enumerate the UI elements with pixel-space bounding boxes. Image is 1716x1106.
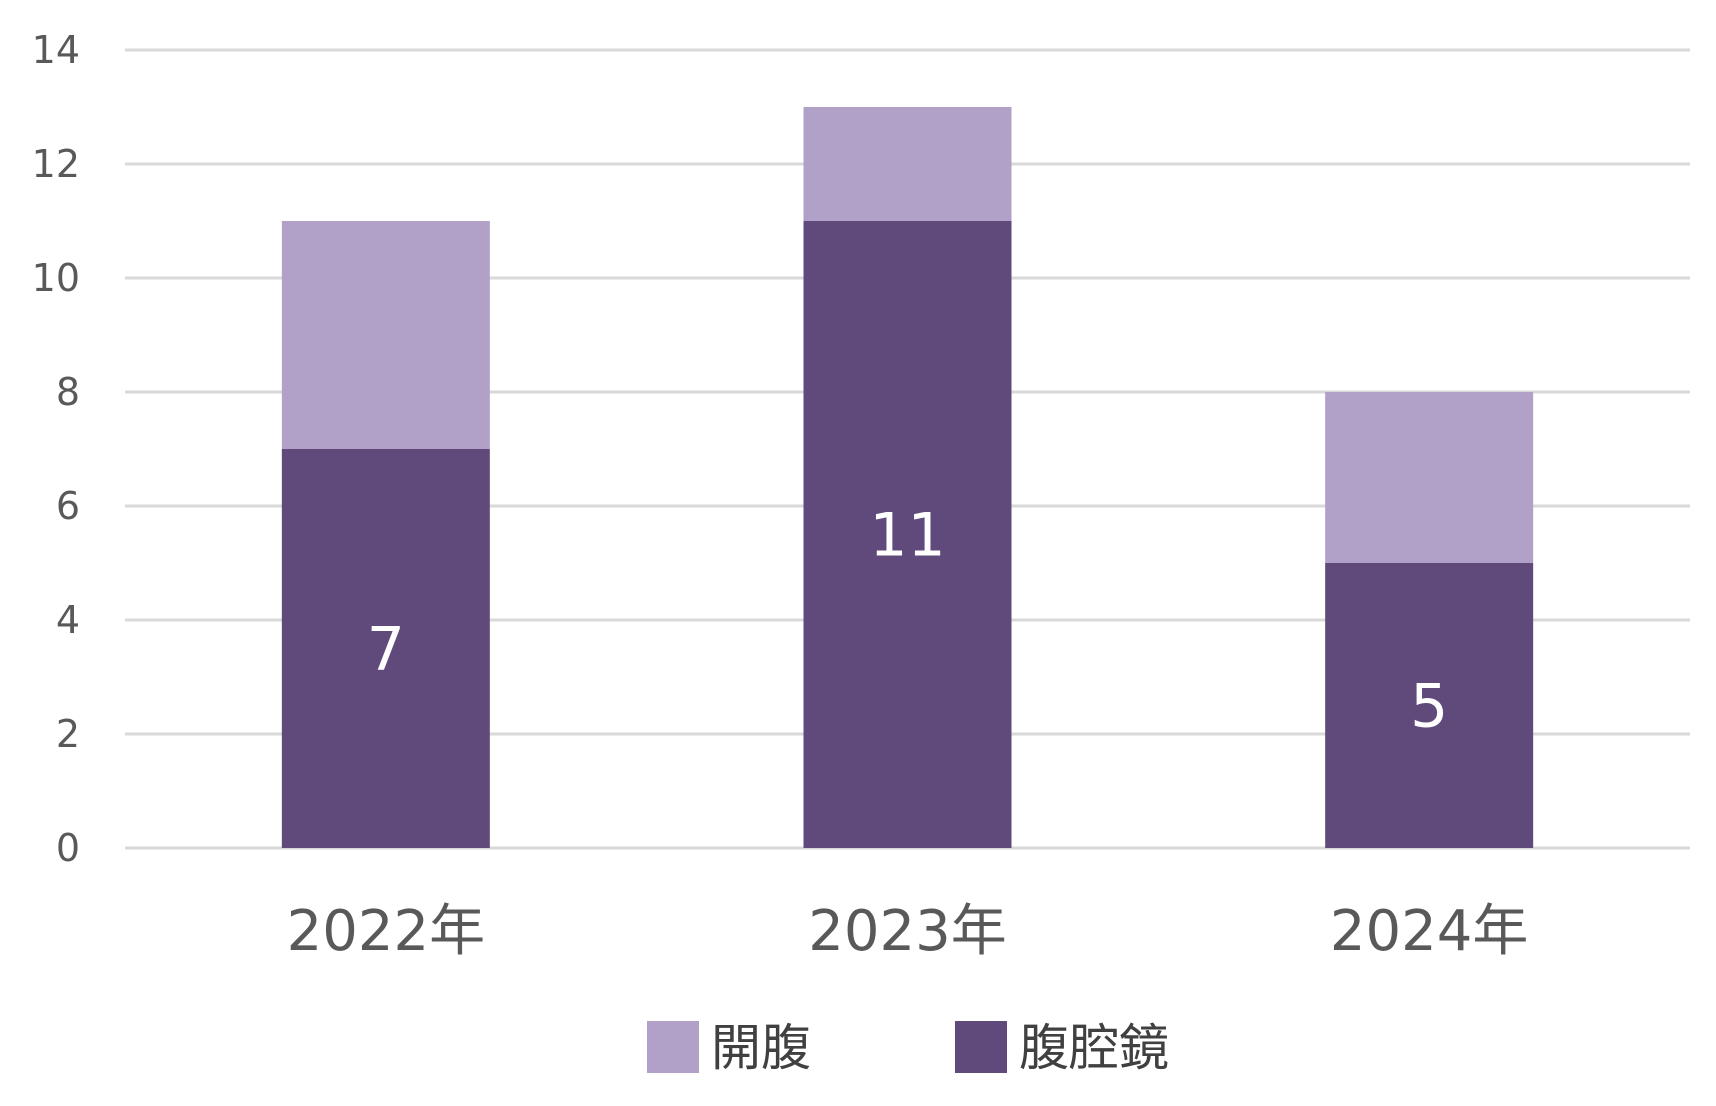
x-category-label: 2023年 <box>808 899 1007 964</box>
legend-swatch <box>955 1021 1007 1073</box>
bar-segment <box>281 221 490 449</box>
bar-segment <box>803 221 1012 848</box>
bars <box>281 107 1534 848</box>
x-axis-categories: 2022年 2023年 2024年 <box>287 899 1529 964</box>
y-tick-label: 4 <box>56 598 80 642</box>
legend-swatch <box>647 1021 699 1073</box>
bar-segment <box>803 107 1012 221</box>
x-category-label: 2024年 <box>1330 899 1529 964</box>
bar-segment <box>281 449 490 848</box>
y-tick-label: 6 <box>56 484 80 528</box>
legend-label: 腹腔鏡 <box>1019 1019 1169 1077</box>
y-axis-ticks: 0 2 4 6 8 10 12 14 <box>32 28 80 870</box>
y-tick-label: 2 <box>56 712 80 756</box>
y-tick-label: 12 <box>32 142 80 186</box>
data-label: 11 <box>869 501 945 571</box>
x-category-label: 2022年 <box>287 899 486 964</box>
bar-segment <box>1325 392 1534 563</box>
y-tick-label: 8 <box>56 370 80 414</box>
legend: 開腹 腹腔鏡 <box>647 1019 1169 1077</box>
data-labels: 7 11 5 <box>367 501 1449 742</box>
bar-segment <box>1325 563 1534 848</box>
y-tick-label: 0 <box>56 826 80 870</box>
legend-label: 開腹 <box>711 1019 811 1077</box>
y-tick-label: 10 <box>32 256 80 300</box>
y-tick-label: 14 <box>32 28 80 72</box>
data-label: 7 <box>367 615 405 685</box>
data-label: 5 <box>1410 672 1448 742</box>
